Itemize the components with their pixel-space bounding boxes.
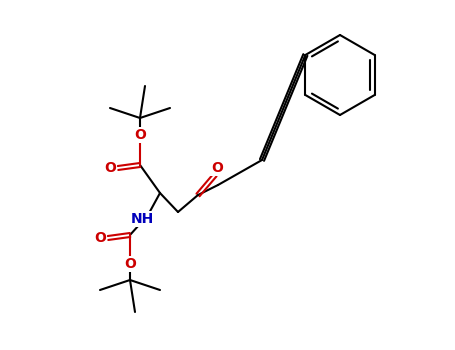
Text: O: O: [124, 257, 136, 271]
Text: O: O: [134, 128, 146, 142]
Text: O: O: [94, 231, 106, 245]
Text: NH: NH: [131, 212, 154, 226]
Text: O: O: [104, 161, 116, 175]
Text: O: O: [211, 161, 223, 175]
